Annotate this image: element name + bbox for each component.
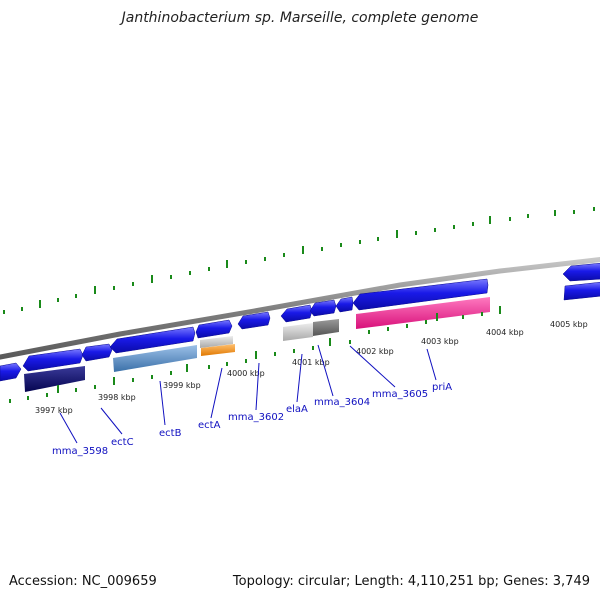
kbp-label: 3997 kbp xyxy=(35,406,73,415)
cds-arrow[interactable] xyxy=(309,299,337,317)
genome-summary: Topology: circular; Length: 4,110,251 bp… xyxy=(232,574,590,589)
category-bar-lightgray[interactable] xyxy=(283,323,313,341)
kbp-label: 4004 kbp xyxy=(486,328,524,337)
cds-arrow[interactable] xyxy=(563,281,600,301)
category-track xyxy=(24,297,490,392)
category-bar-lightgray[interactable] xyxy=(200,336,233,348)
genome-title: Janthinobacterium sp. Marseille, complet… xyxy=(121,10,479,26)
gene-label-priA[interactable]: priA xyxy=(432,382,452,393)
leader-lines xyxy=(59,344,437,444)
category-bar-steelblue[interactable] xyxy=(113,345,197,372)
genome-backbone xyxy=(0,257,600,360)
upper-tick-track xyxy=(3,207,595,314)
gene-label-mma-3604[interactable]: mma_3604 xyxy=(314,397,370,408)
cds-arrow[interactable] xyxy=(280,304,313,323)
cds-arrow[interactable] xyxy=(109,326,196,354)
kbp-label: 3999 kbp xyxy=(163,381,201,390)
category-bar-darkgray[interactable] xyxy=(313,319,339,336)
accession-label: Accession: NC_009659 xyxy=(9,574,157,589)
kbp-label: 4000 kbp xyxy=(227,369,265,378)
gene-label-mma-3598[interactable]: mma_3598 xyxy=(52,446,108,457)
lower-tick-track xyxy=(9,306,501,403)
cds-arrow[interactable] xyxy=(335,296,354,313)
category-bar-pink[interactable] xyxy=(356,297,490,329)
cds-arrow[interactable] xyxy=(195,319,233,339)
cds-arrow[interactable] xyxy=(352,278,489,311)
kbp-label: 4005 kbp xyxy=(550,320,588,329)
cds-arrow[interactable] xyxy=(237,311,271,330)
kbp-label: 4003 kbp xyxy=(421,337,459,346)
cds-track xyxy=(0,262,600,382)
gene-label-ectB[interactable]: ectB xyxy=(159,428,182,439)
cds-arrow[interactable] xyxy=(81,343,113,362)
cds-arrow[interactable] xyxy=(22,348,84,372)
category-bar-orange[interactable] xyxy=(201,344,235,356)
cds-arrow[interactable] xyxy=(0,362,22,382)
gene-label-ectC[interactable]: ectC xyxy=(111,437,134,448)
cds-arrow[interactable] xyxy=(562,262,600,282)
gene-label-mma-3602[interactable]: mma_3602 xyxy=(228,412,284,423)
kbp-label: 4001 kbp xyxy=(292,358,330,367)
category-bar-navy[interactable] xyxy=(24,366,85,392)
gene-label-elaA[interactable]: elaA xyxy=(286,404,308,415)
gene-label-ectA[interactable]: ectA xyxy=(198,420,221,431)
kbp-label: 3998 kbp xyxy=(98,393,136,402)
gene-label-mma-3605[interactable]: mma_3605 xyxy=(372,389,428,400)
kbp-label: 4002 kbp xyxy=(356,347,394,356)
